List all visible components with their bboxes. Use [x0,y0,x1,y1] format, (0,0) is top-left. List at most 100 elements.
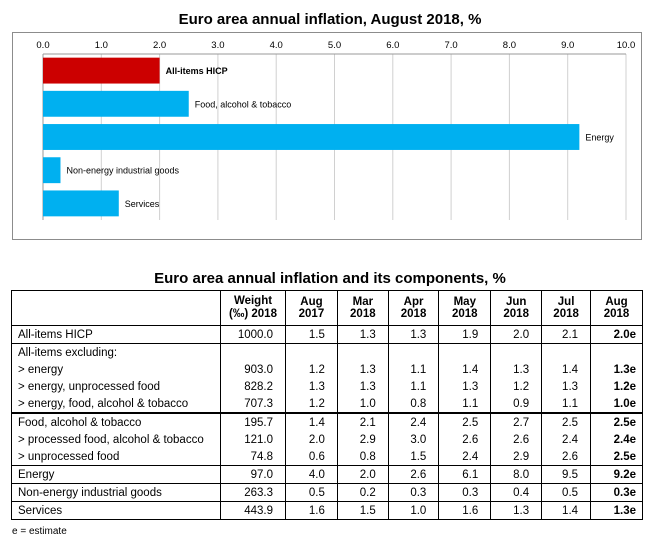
value-cell: 0.6 [285,448,338,466]
value-cell: 121.0 [220,431,286,448]
x-tick-label: 3.0 [211,40,224,51]
value-cell [285,343,338,361]
bar-category-label: Services [125,199,160,209]
value-cell: 1.3e [590,361,643,378]
value-cell: 6.1 [438,465,492,484]
value-cell: 2.5 [438,412,492,431]
x-tick-label: 7.0 [444,40,457,51]
value-cell: 1.1 [387,378,440,395]
value-cell: 2.4 [541,431,592,448]
value-cell: 8.0 [490,465,543,484]
row-label-cell: > energy, unprocessed food [11,378,221,395]
value-cell: 2.7 [490,412,543,431]
x-tick-label: 6.0 [386,40,399,51]
value-cell: 0.9 [490,395,543,414]
value-cell: 1.4 [541,361,592,378]
value-cell: 97.0 [220,465,286,484]
bar [43,57,160,84]
value-cell: 0.8 [336,448,389,466]
value-cell: 195.7 [220,412,286,431]
value-cell: 1.3e [590,501,643,520]
value-cell: 1.2 [490,378,543,395]
header-cell: Aug 2017 [285,290,338,326]
x-tick-label: 4.0 [270,40,283,51]
value-cell: 2.5e [590,412,643,431]
table-row: > energy 903.0 1.2 1.3 1.1 1.4 1.3 1.4 1.3e [11,361,643,378]
value-cell: 1.2e [590,378,643,395]
value-cell: 1.2 [285,395,338,414]
table-row: > energy, unprocessed food 828.2 1.3 1.3 1.1… [11,378,643,395]
value-cell: 1.2 [285,361,338,378]
value-cell: 1.1 [438,395,492,414]
table-row: > unprocessed food 74.8 0.6 0.8 1.5 2.4 2.9 2.6… [11,448,643,466]
table-row: Non-energy industrial goods 263.3 0.5 0.2 0.… [11,483,643,502]
value-cell: 1.6 [438,501,492,520]
table-row: > processed food, alcohol & tobacco 121.0… [11,431,643,448]
value-cell: 0.8 [387,395,440,414]
value-cell [590,343,643,361]
value-cell: 2.5e [590,448,643,466]
value-cell: 2.6 [490,431,543,448]
header-cell: Apr 2018 [387,290,440,326]
value-cell [336,343,389,361]
row-label-cell: Non-energy industrial goods [11,483,221,502]
bar-category-label: Food, alcohol & tobacco [195,99,292,109]
table-row: Energy 97.0 4.0 2.0 2.6 6.1 8.0 9.5 9.2e [11,465,643,484]
x-tick-label: 0.0 [36,40,49,51]
header-cell-blank [11,290,221,326]
value-cell: 1.3 [336,361,389,378]
value-cell: 2.4e [590,431,643,448]
inflation-components-table: Weight (‰) 2018 Aug 2017 Mar 2018 Apr 2018 M… [11,290,643,520]
value-cell: 2.9 [490,448,543,466]
value-cell: 1.3 [336,325,389,344]
header-cell: Jul 2018 [541,290,592,326]
value-cell [541,343,592,361]
value-cell: 1.4 [438,361,492,378]
value-cell: 1.4 [541,501,592,520]
x-tick-label: 1.0 [95,40,108,51]
header-cell: Jun 2018 [490,290,543,326]
table-row: > energy, food, alcohol & tobacco 707.3 1.… [11,395,643,414]
row-label-cell: All-items HICP [11,325,221,344]
row-label-cell: > energy, food, alcohol & tobacco [11,395,221,414]
value-cell: 443.9 [220,501,286,520]
value-cell: 1.9 [438,325,492,344]
chart-title: Euro area annual inflation, August 2018,… [178,11,482,28]
value-cell: 2.0e [590,325,643,344]
table-row: Food, alcohol & tobacco 195.7 1.4 2.1 2.4 2.5… [11,412,643,431]
value-cell: 2.1 [541,325,592,344]
value-cell: 1.3 [387,325,440,344]
value-cell: 1.5 [387,448,440,466]
bar [43,90,189,117]
value-cell: 2.6 [541,448,592,466]
table-row: All-items excluding: [11,343,643,361]
table-row: All-items HICP 1000.0 1.5 1.3 1.3 1.9 2.0 2.1 2.… [11,325,643,344]
header-cell: Aug 2018 [590,290,643,326]
value-cell: 1.3 [438,378,492,395]
value-cell: 2.9 [336,431,389,448]
table-row: Services 443.9 1.6 1.5 1.0 1.6 1.3 1.4 1.3e [11,501,643,520]
chart-frame: 0.0 1.0 2.0 3.0 4.0 5.0 6.0 7.0 8.0 9.0 10.0 All-it… [12,32,642,240]
value-cell: 1.5 [336,501,389,520]
value-cell [438,343,492,361]
value-cell: 1.3 [285,378,338,395]
value-cell: 0.3 [387,483,440,502]
bar-category-label: Non-energy industrial goods [66,166,179,176]
value-cell: 0.3 [438,483,492,502]
value-cell: 1.3 [490,501,543,520]
value-cell: 1.4 [285,412,338,431]
x-tick-label: 10.0 [617,40,636,51]
value-cell: 1000.0 [220,325,286,344]
bar [43,190,119,217]
value-cell: 2.1 [336,412,389,431]
header-cell: Weight (‰) 2018 [220,290,286,326]
value-cell: 2.5 [541,412,592,431]
value-cell: 2.0 [285,431,338,448]
row-label-cell: Food, alcohol & tobacco [11,412,221,431]
footnote: e = estimate [12,526,67,537]
row-label-cell: > energy [11,361,221,378]
value-cell: 1.0e [590,395,643,414]
value-cell [490,343,543,361]
value-cell: 1.5 [285,325,338,344]
row-label-cell: > unprocessed food [11,448,221,466]
